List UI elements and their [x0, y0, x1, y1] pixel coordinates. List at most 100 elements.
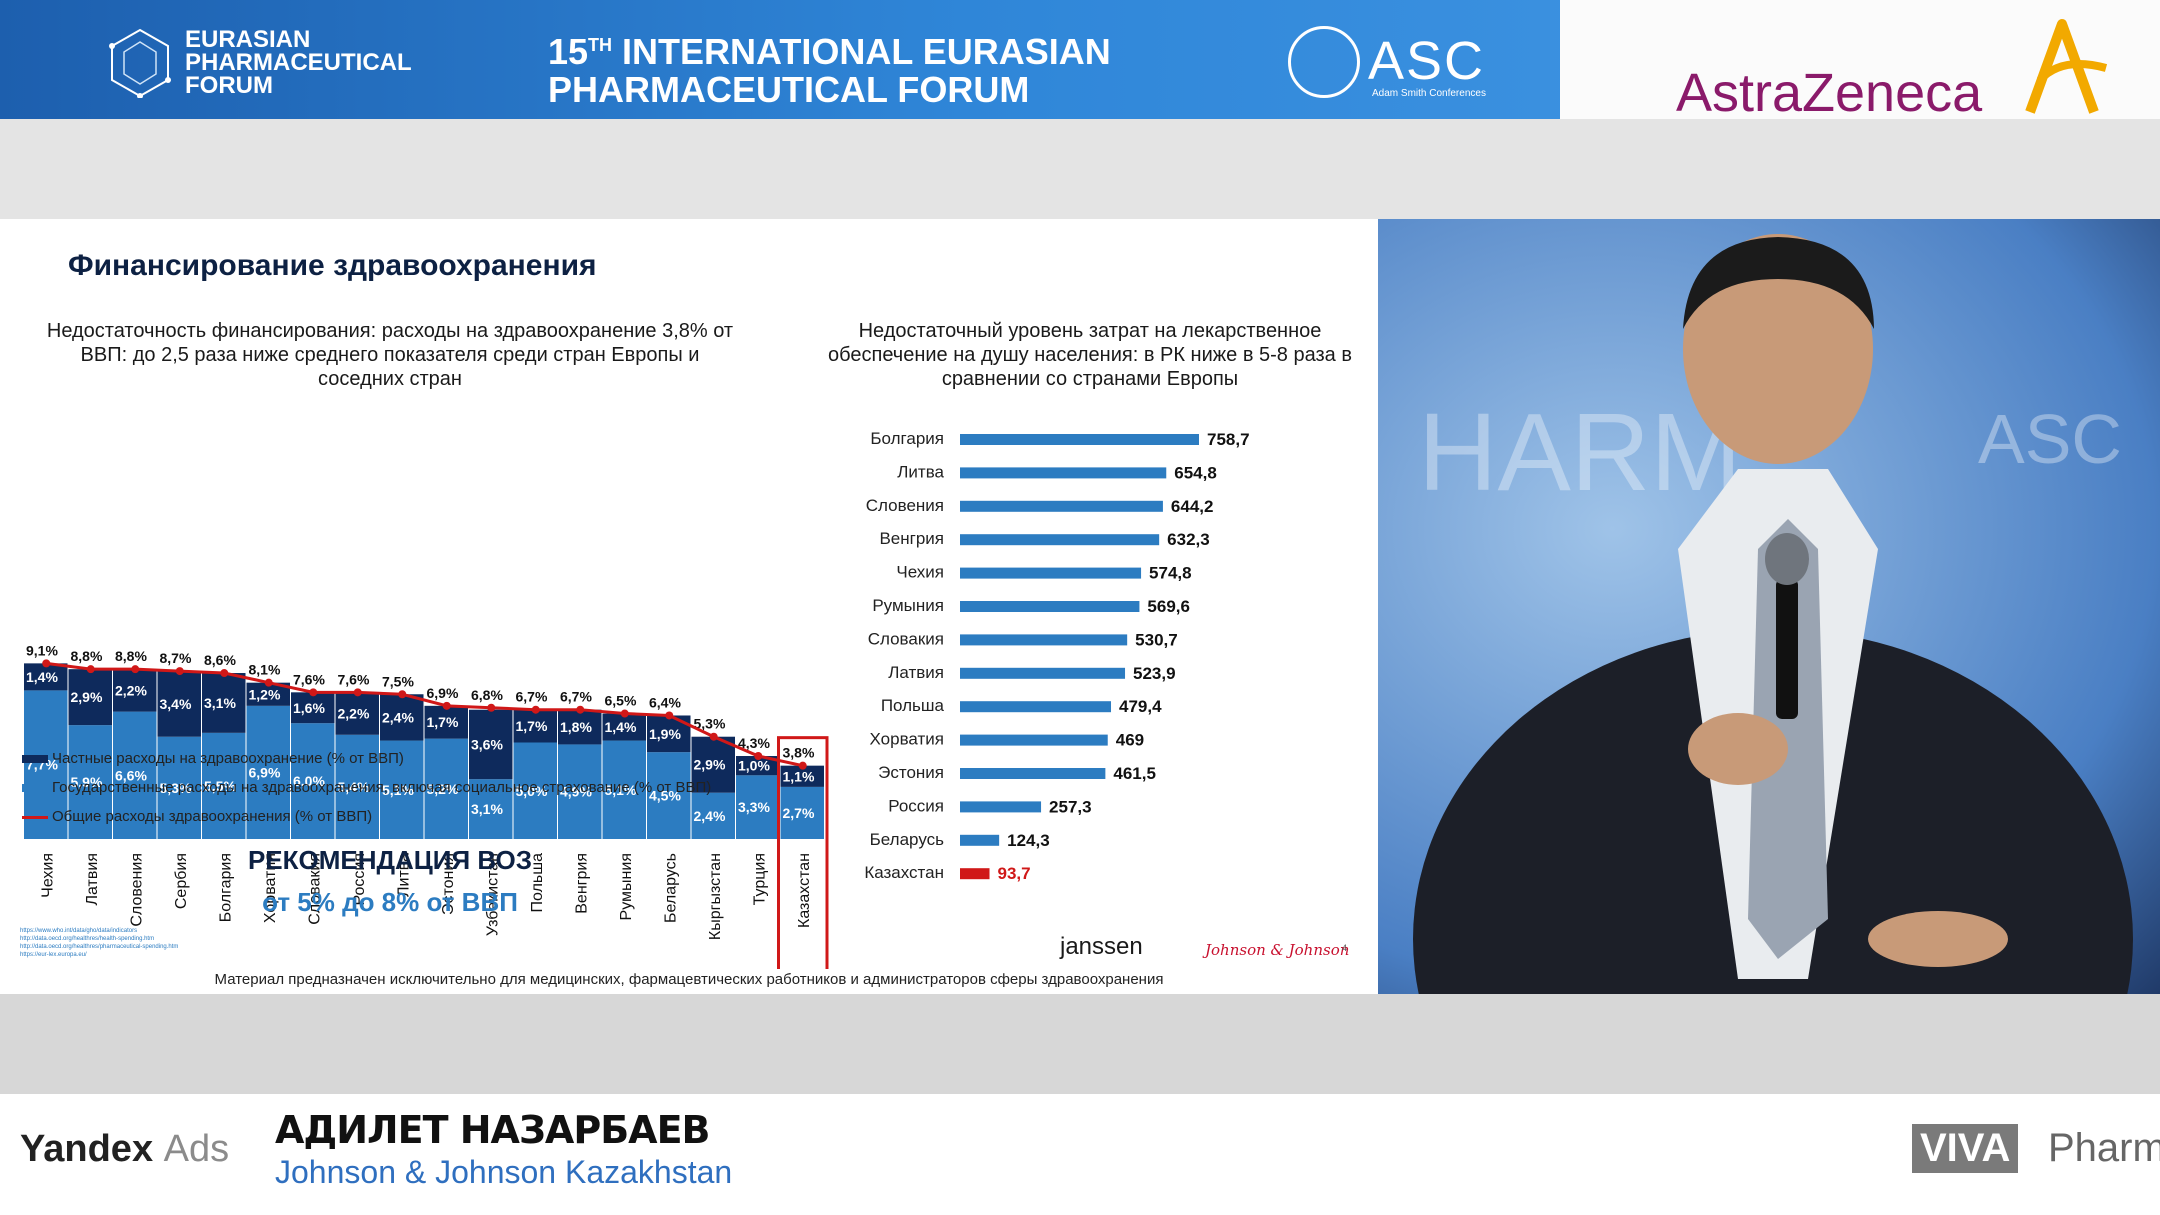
references[interactable]: https://www.who.int/data/gho/data/indica… — [20, 928, 179, 958]
bar-private — [691, 736, 735, 793]
hbar-category: Россия — [888, 796, 944, 815]
total-line — [46, 661, 804, 768]
tick-label: Россия — [351, 853, 368, 905]
tick-label: Словакия — [306, 853, 323, 925]
stacked-bar-chart: 7,7%1,4%9,1%Чехия5,9%2,9%8,8%Латвия6,6%2… — [24, 642, 829, 969]
legend-private: Частные расходы на здравоохранение (% от… — [22, 750, 404, 767]
bar-private — [469, 709, 513, 780]
bar-public — [113, 711, 157, 839]
jj-logo: Johnson & Johnson — [1205, 941, 1350, 959]
label-private: 1,4% — [26, 669, 58, 685]
upper-background — [0, 119, 2160, 219]
label-total: 8,8% — [115, 648, 147, 664]
bar-public — [602, 740, 646, 839]
label-private: 3,1% — [204, 695, 236, 711]
hbar-category: Эстония — [878, 763, 944, 782]
hbar-value: 523,9 — [1133, 664, 1176, 683]
label-private: 2,2% — [115, 682, 147, 698]
hbar-value: 469 — [1116, 731, 1144, 750]
hbar-value: 574,8 — [1149, 564, 1192, 583]
bar-public — [291, 723, 335, 839]
bar-private — [780, 765, 824, 787]
tick-label: Сербия — [173, 853, 190, 909]
tick-label: Латвия — [84, 853, 101, 905]
astrazeneca-icon — [2025, 19, 2108, 114]
tick-label: Чехия — [39, 853, 56, 898]
label-total: 4,3% — [738, 735, 770, 751]
label-private: 2,2% — [338, 706, 370, 722]
janssen-logo: janssen — [1060, 933, 1143, 960]
legend-public: Государственные расходы на здравоохранен… — [22, 779, 711, 796]
forum-logo-icon — [109, 28, 171, 98]
hbar-value: 461,5 — [1113, 764, 1156, 783]
hbar — [960, 567, 1142, 579]
bar-public — [24, 690, 68, 839]
hbar-category: Венгрия — [879, 529, 944, 548]
lower-background — [0, 994, 2160, 1094]
speaker-company: Johnson & Johnson Kazakhstan — [275, 1154, 733, 1190]
forum-name: EURASIAN PHARMACEUTICAL FORUM — [185, 26, 412, 99]
bar-public — [736, 775, 780, 839]
label-public: 5,5% — [204, 778, 236, 794]
total-point — [754, 752, 763, 761]
total-point — [220, 669, 229, 678]
label-public: 5,1% — [605, 782, 637, 798]
label-public: 6,0% — [293, 773, 325, 789]
hbar-value: 93,7 — [998, 864, 1031, 883]
label-total: 3,8% — [783, 745, 815, 761]
total-point — [531, 705, 540, 714]
label-total: 8,1% — [249, 662, 281, 678]
label-public: 2,4% — [694, 808, 726, 824]
tick-label: Хорватия — [262, 853, 279, 923]
tick-label: Румыния — [618, 853, 635, 920]
label-private: 1,7% — [427, 714, 459, 730]
label-public: 6,6% — [115, 767, 147, 783]
label-private: 1,2% — [249, 686, 281, 702]
hbar-category: Польша — [881, 696, 945, 715]
tick-label: Венгрия — [573, 853, 590, 914]
label-private: 2,9% — [694, 757, 726, 773]
bar-public — [424, 738, 468, 839]
hbar-category: Латвия — [888, 663, 944, 682]
bar-public — [513, 742, 557, 839]
yandex-ads-logo: Yandex Ads — [20, 1128, 230, 1170]
vivapharm-logo-viva: VIVA — [1912, 1124, 2019, 1173]
hbar — [960, 601, 1140, 612]
bar-public — [380, 740, 424, 839]
hbar — [960, 734, 1108, 746]
label-private: 1,7% — [516, 718, 548, 734]
bar-private — [246, 682, 290, 706]
label-total: 7,5% — [382, 673, 414, 689]
label-total: 7,6% — [338, 671, 370, 687]
video-bg-text: HARM — [1418, 391, 1742, 514]
hbar-value: 632,3 — [1167, 530, 1210, 549]
bar-public — [202, 732, 246, 839]
hbar-value: 654,8 — [1174, 463, 1217, 482]
hbar — [960, 834, 1000, 846]
bar-private — [736, 756, 780, 776]
label-total: 7,6% — [293, 671, 325, 687]
label-total: 6,9% — [427, 685, 459, 701]
bar-private — [424, 705, 468, 739]
total-point — [665, 711, 674, 720]
label-public: 5,2% — [427, 781, 459, 797]
bar-public — [691, 792, 735, 839]
label-private: 1,8% — [560, 719, 592, 735]
hbar — [960, 868, 990, 880]
sponsor-logo-text: AstraZeneca — [1676, 63, 1983, 123]
label-private: 1,9% — [649, 726, 681, 742]
label-public: 5,0% — [516, 783, 548, 799]
bar-public — [647, 752, 691, 839]
bar-public — [157, 736, 201, 839]
label-total: 8,8% — [71, 648, 103, 664]
hbar-value: 479,4 — [1119, 697, 1162, 716]
label-private: 2,9% — [71, 689, 103, 705]
total-point — [487, 703, 496, 712]
total-point — [175, 667, 184, 676]
hbar — [960, 534, 1160, 546]
tick-label: Казахстан — [796, 853, 813, 928]
hbar-category: Хорватия — [870, 730, 944, 749]
bar-private — [380, 694, 424, 741]
bar-private — [202, 673, 246, 733]
hbar — [960, 701, 1112, 713]
